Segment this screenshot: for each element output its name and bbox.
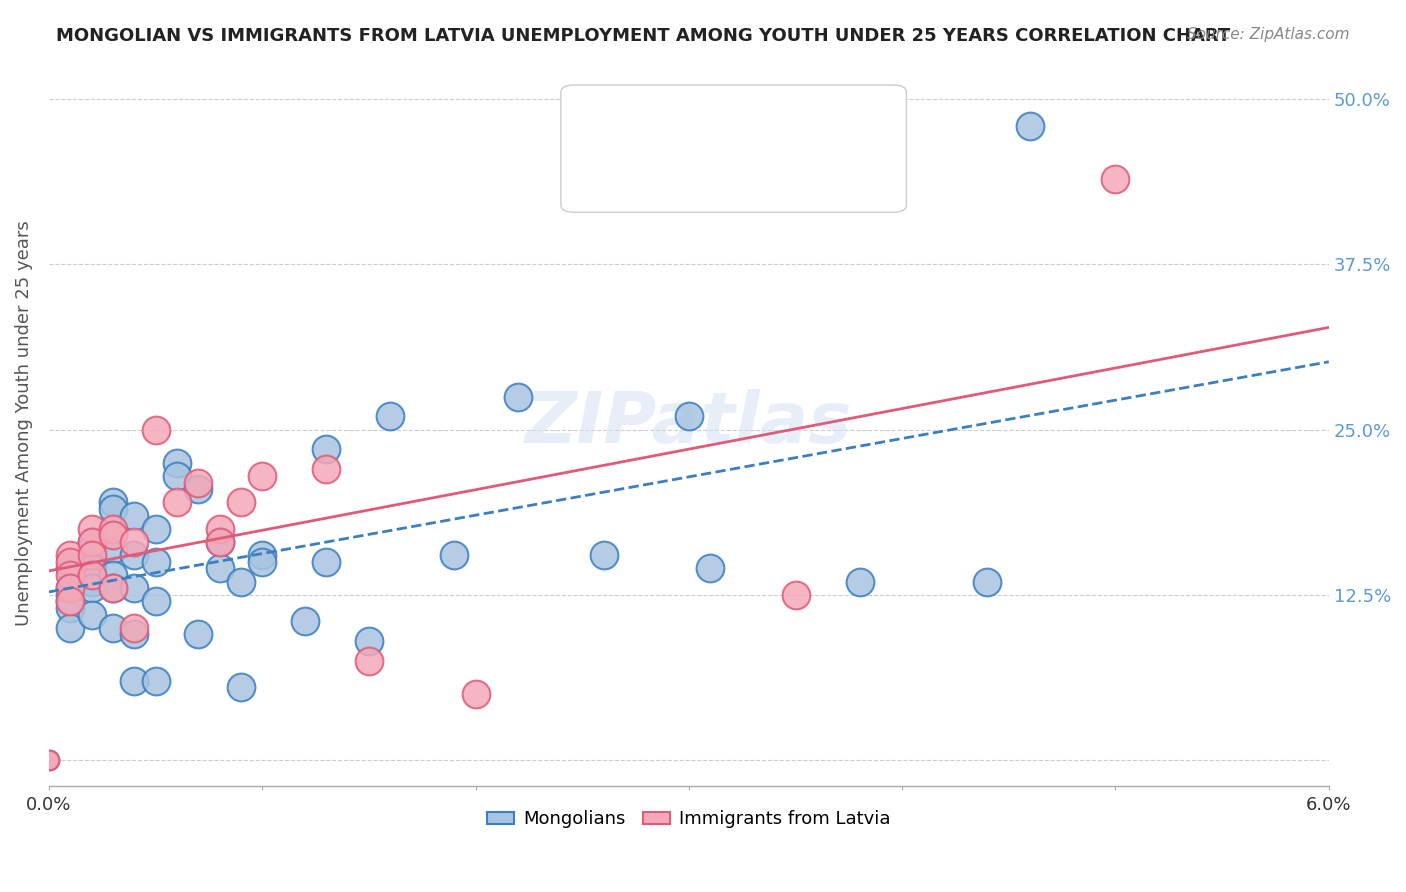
Point <box>80 581 103 595</box>
Point <box>124 581 146 595</box>
Point <box>166 456 188 470</box>
Point <box>145 594 167 608</box>
R = 0.406   N = 26 <box>38 753 60 767</box>
Point <box>443 548 465 562</box>
Point <box>252 469 274 483</box>
Point <box>101 495 124 509</box>
Point <box>208 522 231 536</box>
Text: ZIPatlas: ZIPatlas <box>526 389 852 458</box>
Point <box>59 555 82 569</box>
Point <box>124 535 146 549</box>
Point <box>464 687 486 701</box>
Text: Source: ZipAtlas.com: Source: ZipAtlas.com <box>1187 27 1350 42</box>
Point <box>208 535 231 549</box>
Point <box>145 555 167 569</box>
Point <box>124 508 146 523</box>
Point <box>508 390 530 404</box>
Point <box>145 423 167 437</box>
Point <box>357 654 380 668</box>
Point <box>229 681 252 695</box>
Point <box>124 548 146 562</box>
Point <box>145 673 167 688</box>
Point <box>699 561 721 575</box>
Point <box>101 522 124 536</box>
Point <box>785 588 807 602</box>
Point <box>80 568 103 582</box>
Point <box>1019 119 1042 133</box>
Point <box>80 522 103 536</box>
Point <box>59 568 82 582</box>
Point <box>101 528 124 542</box>
Point <box>124 627 146 641</box>
Point <box>59 594 82 608</box>
Point <box>59 621 82 635</box>
Point <box>59 588 82 602</box>
Point <box>124 621 146 635</box>
Point <box>101 541 124 556</box>
Point <box>80 548 103 562</box>
Point <box>208 535 231 549</box>
Point <box>80 535 103 549</box>
Point <box>166 495 188 509</box>
Y-axis label: Unemployment Among Youth under 25 years: Unemployment Among Youth under 25 years <box>15 220 32 626</box>
Point <box>848 574 870 589</box>
Point <box>59 581 82 595</box>
FancyBboxPatch shape <box>561 85 907 212</box>
Point <box>80 568 103 582</box>
Point <box>59 548 82 562</box>
Point <box>315 555 337 569</box>
Point <box>976 574 998 589</box>
Point <box>101 581 124 595</box>
Point <box>315 442 337 457</box>
Point <box>1104 171 1126 186</box>
Point <box>166 469 188 483</box>
Point <box>315 462 337 476</box>
Point <box>294 615 316 629</box>
Point <box>252 548 274 562</box>
Point <box>80 541 103 556</box>
Point <box>592 548 614 562</box>
Point <box>59 601 82 615</box>
Point <box>229 495 252 509</box>
R = 0.088   N = 51 <box>38 753 60 767</box>
Point <box>101 568 124 582</box>
Legend: Mongolians, Immigrants from Latvia: Mongolians, Immigrants from Latvia <box>479 803 898 836</box>
Point <box>187 482 209 496</box>
Text: MONGOLIAN VS IMMIGRANTS FROM LATVIA UNEMPLOYMENT AMONG YOUTH UNDER 25 YEARS CORR: MONGOLIAN VS IMMIGRANTS FROM LATVIA UNEM… <box>56 27 1230 45</box>
Point <box>145 522 167 536</box>
Point <box>101 621 124 635</box>
Point <box>59 594 82 608</box>
Point <box>80 574 103 589</box>
Point <box>229 574 252 589</box>
Point <box>80 607 103 622</box>
Point <box>678 409 700 424</box>
Point <box>208 561 231 575</box>
Point <box>80 561 103 575</box>
Point <box>252 555 274 569</box>
Point <box>380 409 402 424</box>
Point <box>101 581 124 595</box>
Point <box>59 581 82 595</box>
Point <box>124 673 146 688</box>
Point <box>357 634 380 648</box>
Point <box>101 502 124 516</box>
Point <box>59 561 82 575</box>
Point <box>80 535 103 549</box>
Point <box>187 627 209 641</box>
Point <box>187 475 209 490</box>
